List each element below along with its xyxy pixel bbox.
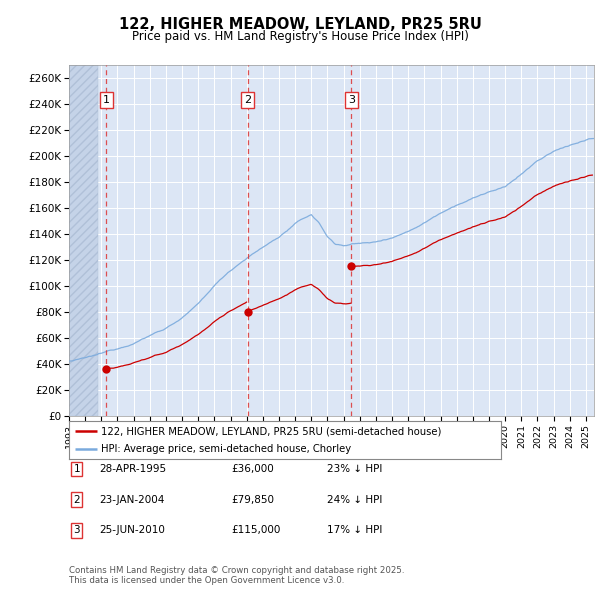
Text: 17% ↓ HPI: 17% ↓ HPI bbox=[327, 526, 382, 535]
Text: Price paid vs. HM Land Registry's House Price Index (HPI): Price paid vs. HM Land Registry's House … bbox=[131, 30, 469, 43]
Text: 3: 3 bbox=[348, 95, 355, 105]
Text: £36,000: £36,000 bbox=[231, 464, 274, 474]
Bar bbox=[69, 65, 98, 416]
Text: HPI: Average price, semi-detached house, Chorley: HPI: Average price, semi-detached house,… bbox=[101, 444, 352, 454]
Text: 122, HIGHER MEADOW, LEYLAND, PR25 5RU: 122, HIGHER MEADOW, LEYLAND, PR25 5RU bbox=[119, 17, 481, 32]
Text: 24% ↓ HPI: 24% ↓ HPI bbox=[327, 495, 382, 504]
Text: 23-JAN-2004: 23-JAN-2004 bbox=[99, 495, 164, 504]
Text: 28-APR-1995: 28-APR-1995 bbox=[99, 464, 166, 474]
Text: 1: 1 bbox=[103, 95, 110, 105]
Text: 3: 3 bbox=[73, 526, 80, 535]
Text: £79,850: £79,850 bbox=[231, 495, 274, 504]
Text: 2: 2 bbox=[73, 495, 80, 504]
Text: 2: 2 bbox=[244, 95, 251, 105]
Text: Contains HM Land Registry data © Crown copyright and database right 2025.
This d: Contains HM Land Registry data © Crown c… bbox=[69, 566, 404, 585]
Text: £115,000: £115,000 bbox=[231, 526, 280, 535]
Text: 122, HIGHER MEADOW, LEYLAND, PR25 5RU (semi-detached house): 122, HIGHER MEADOW, LEYLAND, PR25 5RU (s… bbox=[101, 426, 442, 436]
Text: 1: 1 bbox=[73, 464, 80, 474]
Text: 23% ↓ HPI: 23% ↓ HPI bbox=[327, 464, 382, 474]
Text: 25-JUN-2010: 25-JUN-2010 bbox=[99, 526, 165, 535]
